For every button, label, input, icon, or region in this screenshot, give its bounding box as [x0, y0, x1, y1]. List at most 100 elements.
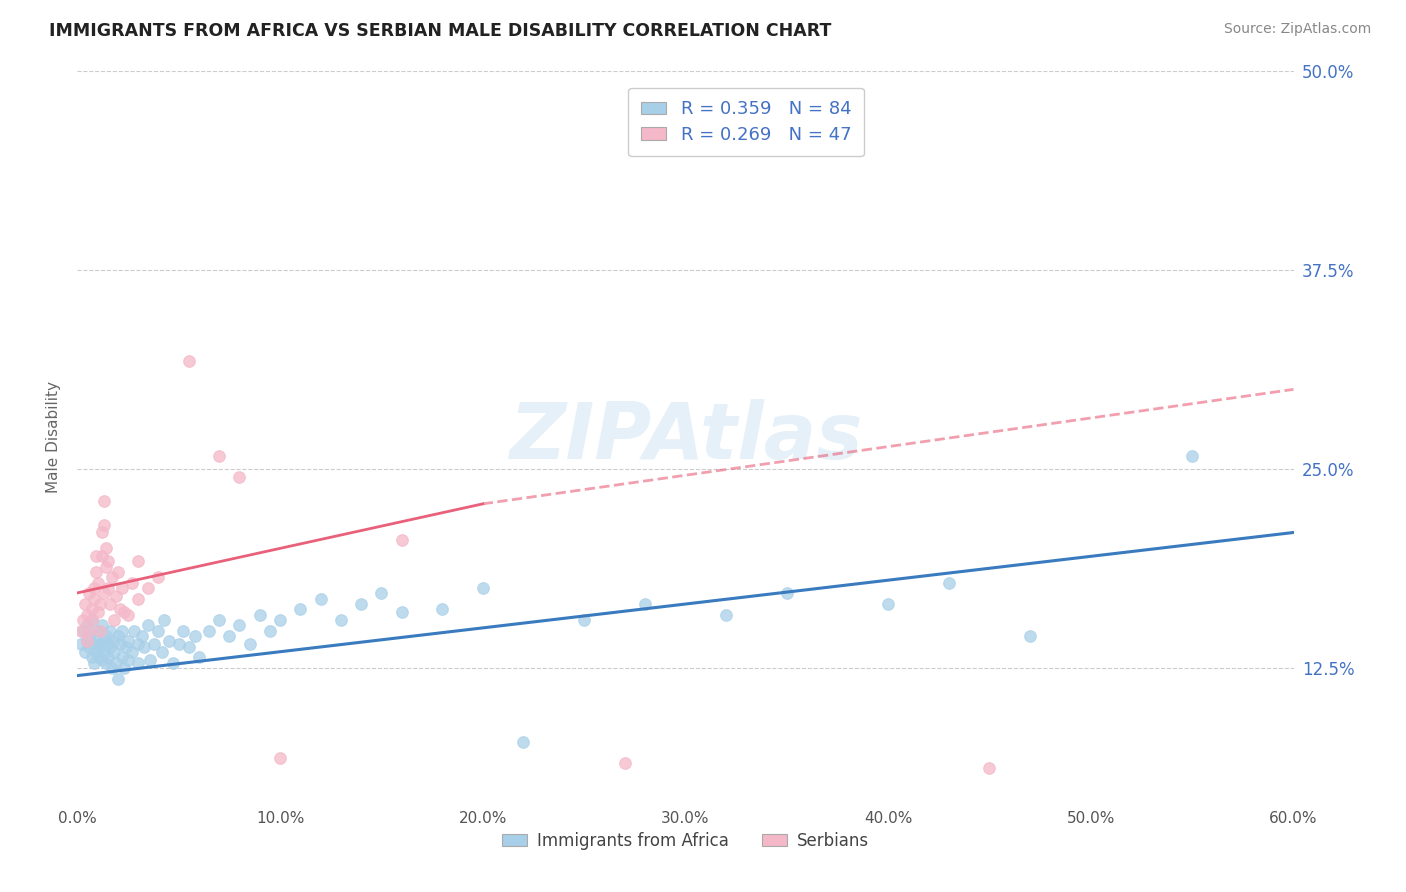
- Point: [84, 645, 107, 659]
- Point: [83, 592, 105, 607]
- Point: [979, 761, 1001, 775]
- Point: [613, 756, 636, 770]
- Point: [93, 517, 115, 532]
- Point: [157, 633, 180, 648]
- Point: [97, 554, 120, 568]
- Point: [90, 653, 112, 667]
- Point: [127, 592, 149, 607]
- Point: [70, 624, 93, 638]
- Point: [94, 541, 117, 556]
- Point: [115, 640, 138, 654]
- Point: [177, 353, 200, 368]
- Point: [90, 549, 112, 564]
- Point: [79, 586, 101, 600]
- Point: [76, 633, 98, 648]
- Point: [1181, 449, 1204, 463]
- Point: [83, 656, 105, 670]
- Text: ZIPAtlas: ZIPAtlas: [509, 399, 862, 475]
- Point: [90, 617, 112, 632]
- Point: [136, 581, 159, 595]
- Point: [76, 617, 98, 632]
- Point: [107, 629, 129, 643]
- Point: [430, 602, 453, 616]
- Point: [79, 629, 101, 643]
- Point: [75, 645, 97, 659]
- Legend: Immigrants from Africa, Serbians: Immigrants from Africa, Serbians: [495, 825, 876, 856]
- Point: [290, 602, 312, 616]
- Point: [97, 581, 120, 595]
- Point: [143, 637, 166, 651]
- Text: Source: ZipAtlas.com: Source: ZipAtlas.com: [1223, 22, 1371, 37]
- Point: [76, 608, 98, 623]
- Point: [127, 656, 149, 670]
- Point: [877, 597, 900, 611]
- Point: [148, 624, 170, 638]
- Point: [103, 613, 125, 627]
- Point: [101, 570, 124, 584]
- Point: [107, 672, 129, 686]
- Point: [127, 554, 149, 568]
- Point: [634, 597, 657, 611]
- Point: [89, 624, 111, 638]
- Point: [80, 602, 103, 616]
- Point: [714, 608, 737, 623]
- Point: [228, 617, 250, 632]
- Point: [117, 633, 139, 648]
- Point: [127, 637, 149, 651]
- Point: [72, 613, 94, 627]
- Point: [108, 637, 131, 651]
- Point: [249, 608, 271, 623]
- Point: [208, 613, 231, 627]
- Point: [121, 645, 143, 659]
- Point: [938, 576, 960, 591]
- Point: [111, 581, 134, 595]
- Point: [172, 624, 194, 638]
- Point: [84, 629, 107, 643]
- Point: [471, 581, 494, 595]
- Point: [134, 640, 156, 654]
- Point: [188, 649, 211, 664]
- Point: [93, 493, 115, 508]
- Point: [86, 649, 108, 664]
- Point: [259, 624, 281, 638]
- Text: IMMIGRANTS FROM AFRICA VS SERBIAN MALE DISABILITY CORRELATION CHART: IMMIGRANTS FROM AFRICA VS SERBIAN MALE D…: [49, 22, 831, 40]
- Point: [83, 637, 105, 651]
- Point: [89, 597, 111, 611]
- Point: [208, 449, 231, 463]
- Point: [111, 624, 134, 638]
- Point: [269, 613, 291, 627]
- Point: [84, 549, 107, 564]
- Point: [86, 605, 108, 619]
- Point: [512, 735, 534, 749]
- Point: [218, 629, 240, 643]
- Point: [94, 656, 117, 670]
- Point: [93, 586, 115, 600]
- Point: [98, 597, 121, 611]
- Point: [98, 640, 121, 654]
- Point: [97, 637, 120, 651]
- Point: [103, 645, 125, 659]
- Point: [228, 470, 250, 484]
- Point: [391, 605, 413, 619]
- Point: [80, 613, 103, 627]
- Point: [139, 653, 162, 667]
- Point: [136, 617, 159, 632]
- Point: [152, 645, 174, 659]
- Point: [90, 525, 112, 540]
- Point: [86, 624, 108, 638]
- Point: [239, 637, 262, 651]
- Point: [198, 624, 221, 638]
- Point: [329, 613, 352, 627]
- Point: [1019, 629, 1042, 643]
- Point: [121, 576, 143, 591]
- Point: [80, 649, 103, 664]
- Point: [184, 629, 207, 643]
- Point: [167, 637, 190, 651]
- Point: [148, 570, 170, 584]
- Point: [80, 613, 103, 627]
- Point: [153, 613, 176, 627]
- Point: [98, 624, 121, 638]
- Point: [97, 649, 120, 664]
- Point: [131, 629, 153, 643]
- Point: [86, 576, 108, 591]
